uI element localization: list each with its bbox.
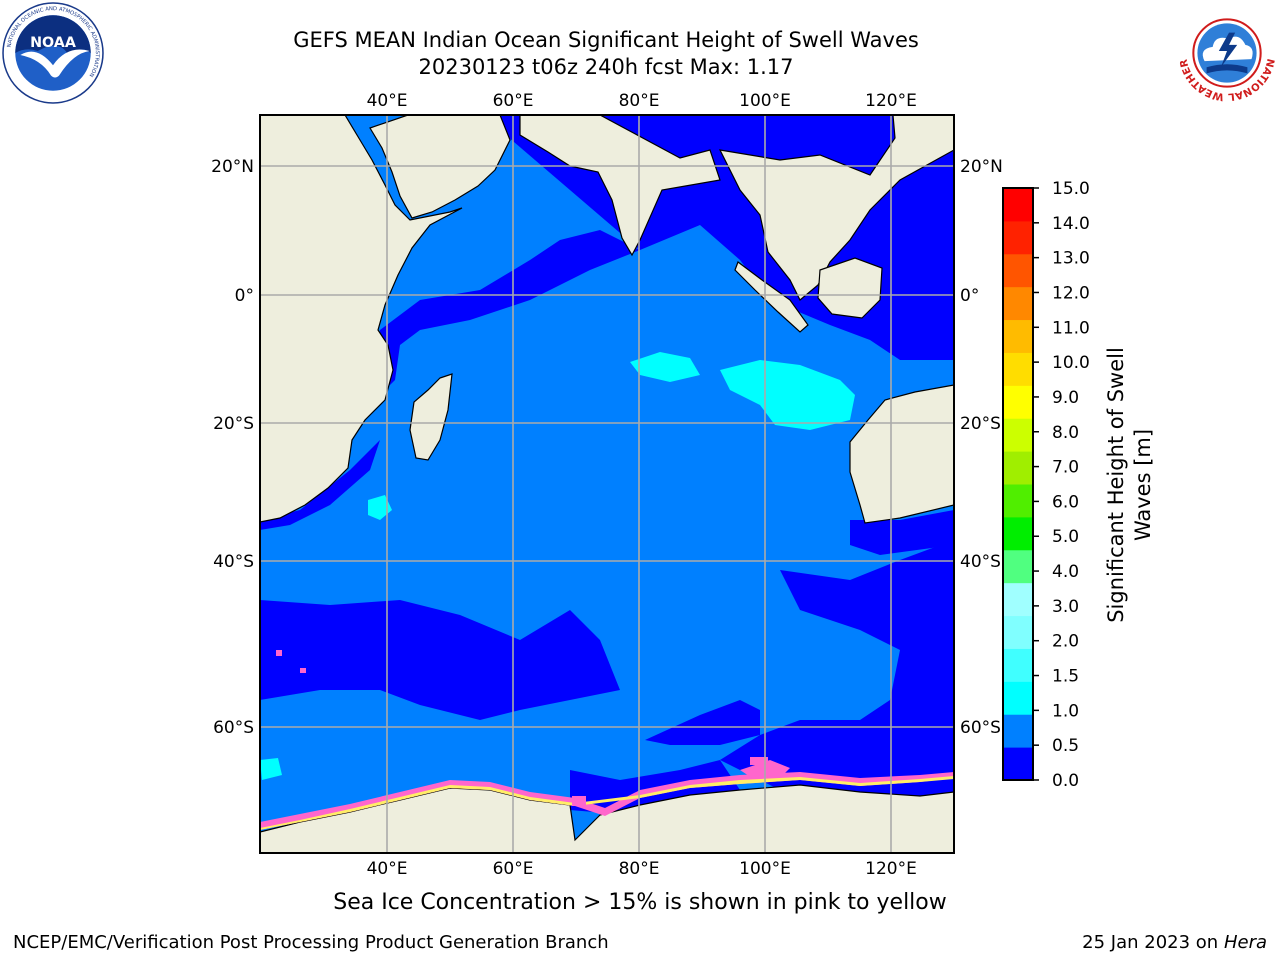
colorbar-tick-label: 3.0 xyxy=(1052,597,1079,617)
colorbar-swatches xyxy=(1003,188,1033,781)
colorbar-swatch xyxy=(1003,582,1033,617)
colorbar-swatch xyxy=(1003,516,1033,551)
colorbar-tick-label: 1.5 xyxy=(1052,667,1079,687)
lon-label-top: 80°E xyxy=(619,91,660,111)
colorbar-swatch xyxy=(1003,681,1033,715)
colorbar-title-line2: Waves [m] xyxy=(1131,429,1155,541)
lon-label-bottom: 100°E xyxy=(739,859,791,879)
colorbar-swatch xyxy=(1003,714,1033,748)
colorbar-tick-label: 8.0 xyxy=(1052,423,1079,443)
colorbar-swatch xyxy=(1003,286,1033,321)
lon-label-top: 100°E xyxy=(739,91,791,111)
colorbar-tick-label: 15.0 xyxy=(1052,179,1090,199)
lon-label-bottom: 120°E xyxy=(865,859,917,879)
colorbar-tick-label: 7.0 xyxy=(1052,458,1079,478)
chart-subtitle: 20230123 t06z 240h fcst Max: 1.17 xyxy=(418,55,794,79)
colorbar-swatch xyxy=(1003,188,1033,222)
colorbar-ticks: 0.0 0.5 1.0 1.5 2.0 3.0 4.0 5.0 6.0 7.0 8.0 9.0 10.0… xyxy=(1033,179,1090,791)
colorbar-tick-label: 9.0 xyxy=(1052,388,1079,408)
sumatra-island xyxy=(734,261,809,333)
nws-logo: NATIONAL WEATHER SERVICE xyxy=(1176,2,1277,103)
lat-label-right: 20°N xyxy=(960,157,1003,177)
colorbar-swatch xyxy=(1003,220,1033,255)
map-frame xyxy=(259,114,955,854)
footer-host: Hera xyxy=(1223,932,1267,953)
lon-label-top: 40°E xyxy=(367,91,408,111)
footer-credit: NCEP/EMC/Verification Post Processing Pr… xyxy=(13,932,609,953)
lon-label-top: 120°E xyxy=(865,91,917,111)
lon-labels-top: 40°E 60°E 80°E 100°E 120°E xyxy=(367,91,917,111)
noaa-logo-text: NOAA xyxy=(30,35,76,51)
lat-label-left: 20°S xyxy=(213,414,254,434)
colorbar-tick-label: 14.0 xyxy=(1052,214,1090,234)
colorbar-tick-label: 0.5 xyxy=(1052,736,1079,756)
colorbar-tick-label: 13.0 xyxy=(1052,249,1090,269)
lon-label-bottom: 60°E xyxy=(493,859,534,879)
lat-label-right: 20°S xyxy=(960,414,1001,434)
lat-label-left: 60°S xyxy=(213,718,254,738)
colorbar-tick-label: 0.0 xyxy=(1052,771,1079,791)
lat-labels-left: 20°N 0° 20°S 40°S 60°S xyxy=(211,157,254,738)
sea-ice-caption: Sea Ice Concentration > 15% is shown in … xyxy=(333,890,947,915)
lat-label-left: 0° xyxy=(235,286,254,306)
colorbar-swatch xyxy=(1003,648,1033,682)
lat-label-right: 40°S xyxy=(960,552,1001,572)
moderate-swell-regions xyxy=(260,352,855,780)
landmasses xyxy=(260,115,954,853)
lat-label-right: 0° xyxy=(960,286,979,306)
colorbar-tick-label: 2.0 xyxy=(1052,632,1079,652)
india-landmass xyxy=(519,115,721,257)
borneo-island xyxy=(817,257,883,319)
colorbar-swatch xyxy=(1003,385,1033,419)
lat-labels-right: 20°N 0° 20°S 40°S 60°S xyxy=(960,157,1003,738)
colorbar-tick-label: 4.0 xyxy=(1052,562,1079,582)
colorbar-swatch xyxy=(1003,484,1033,518)
chart-title: GEFS MEAN Indian Ocean Significant Heigh… xyxy=(293,28,919,52)
colorbar-tick-label: 11.0 xyxy=(1052,318,1090,338)
colorbar-tick-label: 6.0 xyxy=(1052,492,1079,512)
lat-label-left: 20°N xyxy=(211,157,254,177)
colorbar-swatch xyxy=(1003,418,1033,452)
colorbar-swatch xyxy=(1003,319,1033,353)
colorbar-frame xyxy=(1002,187,1034,781)
map-area xyxy=(260,115,954,853)
lon-label-top: 60°E xyxy=(493,91,534,111)
footer-date-text: 25 Jan 2023 on xyxy=(1082,932,1224,953)
colorbar-swatch xyxy=(1003,352,1033,386)
southeast-asia-landmass xyxy=(718,115,954,301)
australia-landmass xyxy=(849,384,954,524)
antarctica-landmass xyxy=(260,784,954,853)
africa-landmass xyxy=(260,115,463,523)
colorbar-swatch xyxy=(1003,615,1033,649)
colorbar-title-line1: Significant Height of Swell xyxy=(1104,347,1128,623)
lat-label-left: 40°S xyxy=(213,552,254,572)
colorbar-swatch xyxy=(1003,253,1033,288)
lon-label-bottom: 40°E xyxy=(367,859,408,879)
colorbar: 0.0 0.5 1.0 1.5 2.0 3.0 4.0 5.0 6.0 7.0 8.0 9.0 10.0… xyxy=(1002,179,1090,791)
colorbar-tick-label: 5.0 xyxy=(1052,527,1079,547)
colorbar-tick-label: 1.0 xyxy=(1052,701,1079,721)
lon-labels-bottom: 40°E 60°E 80°E 100°E 120°E xyxy=(367,859,917,879)
graticule xyxy=(260,115,954,853)
colorbar-swatch xyxy=(1003,451,1033,485)
colorbar-tick-label: 12.0 xyxy=(1052,283,1090,303)
lon-label-bottom: 80°E xyxy=(619,859,660,879)
lat-label-right: 60°S xyxy=(960,718,1001,738)
colorbar-swatch xyxy=(1003,549,1033,584)
noaa-logo: NOAA NATIONAL OCEANIC AND ATMOSPHERIC AD… xyxy=(2,2,104,104)
colorbar-swatch xyxy=(1003,747,1033,781)
footer-date: 25 Jan 2023 on Hera xyxy=(1082,932,1267,953)
colorbar-tick-label: 10.0 xyxy=(1052,353,1090,373)
madagascar-island xyxy=(409,373,453,461)
